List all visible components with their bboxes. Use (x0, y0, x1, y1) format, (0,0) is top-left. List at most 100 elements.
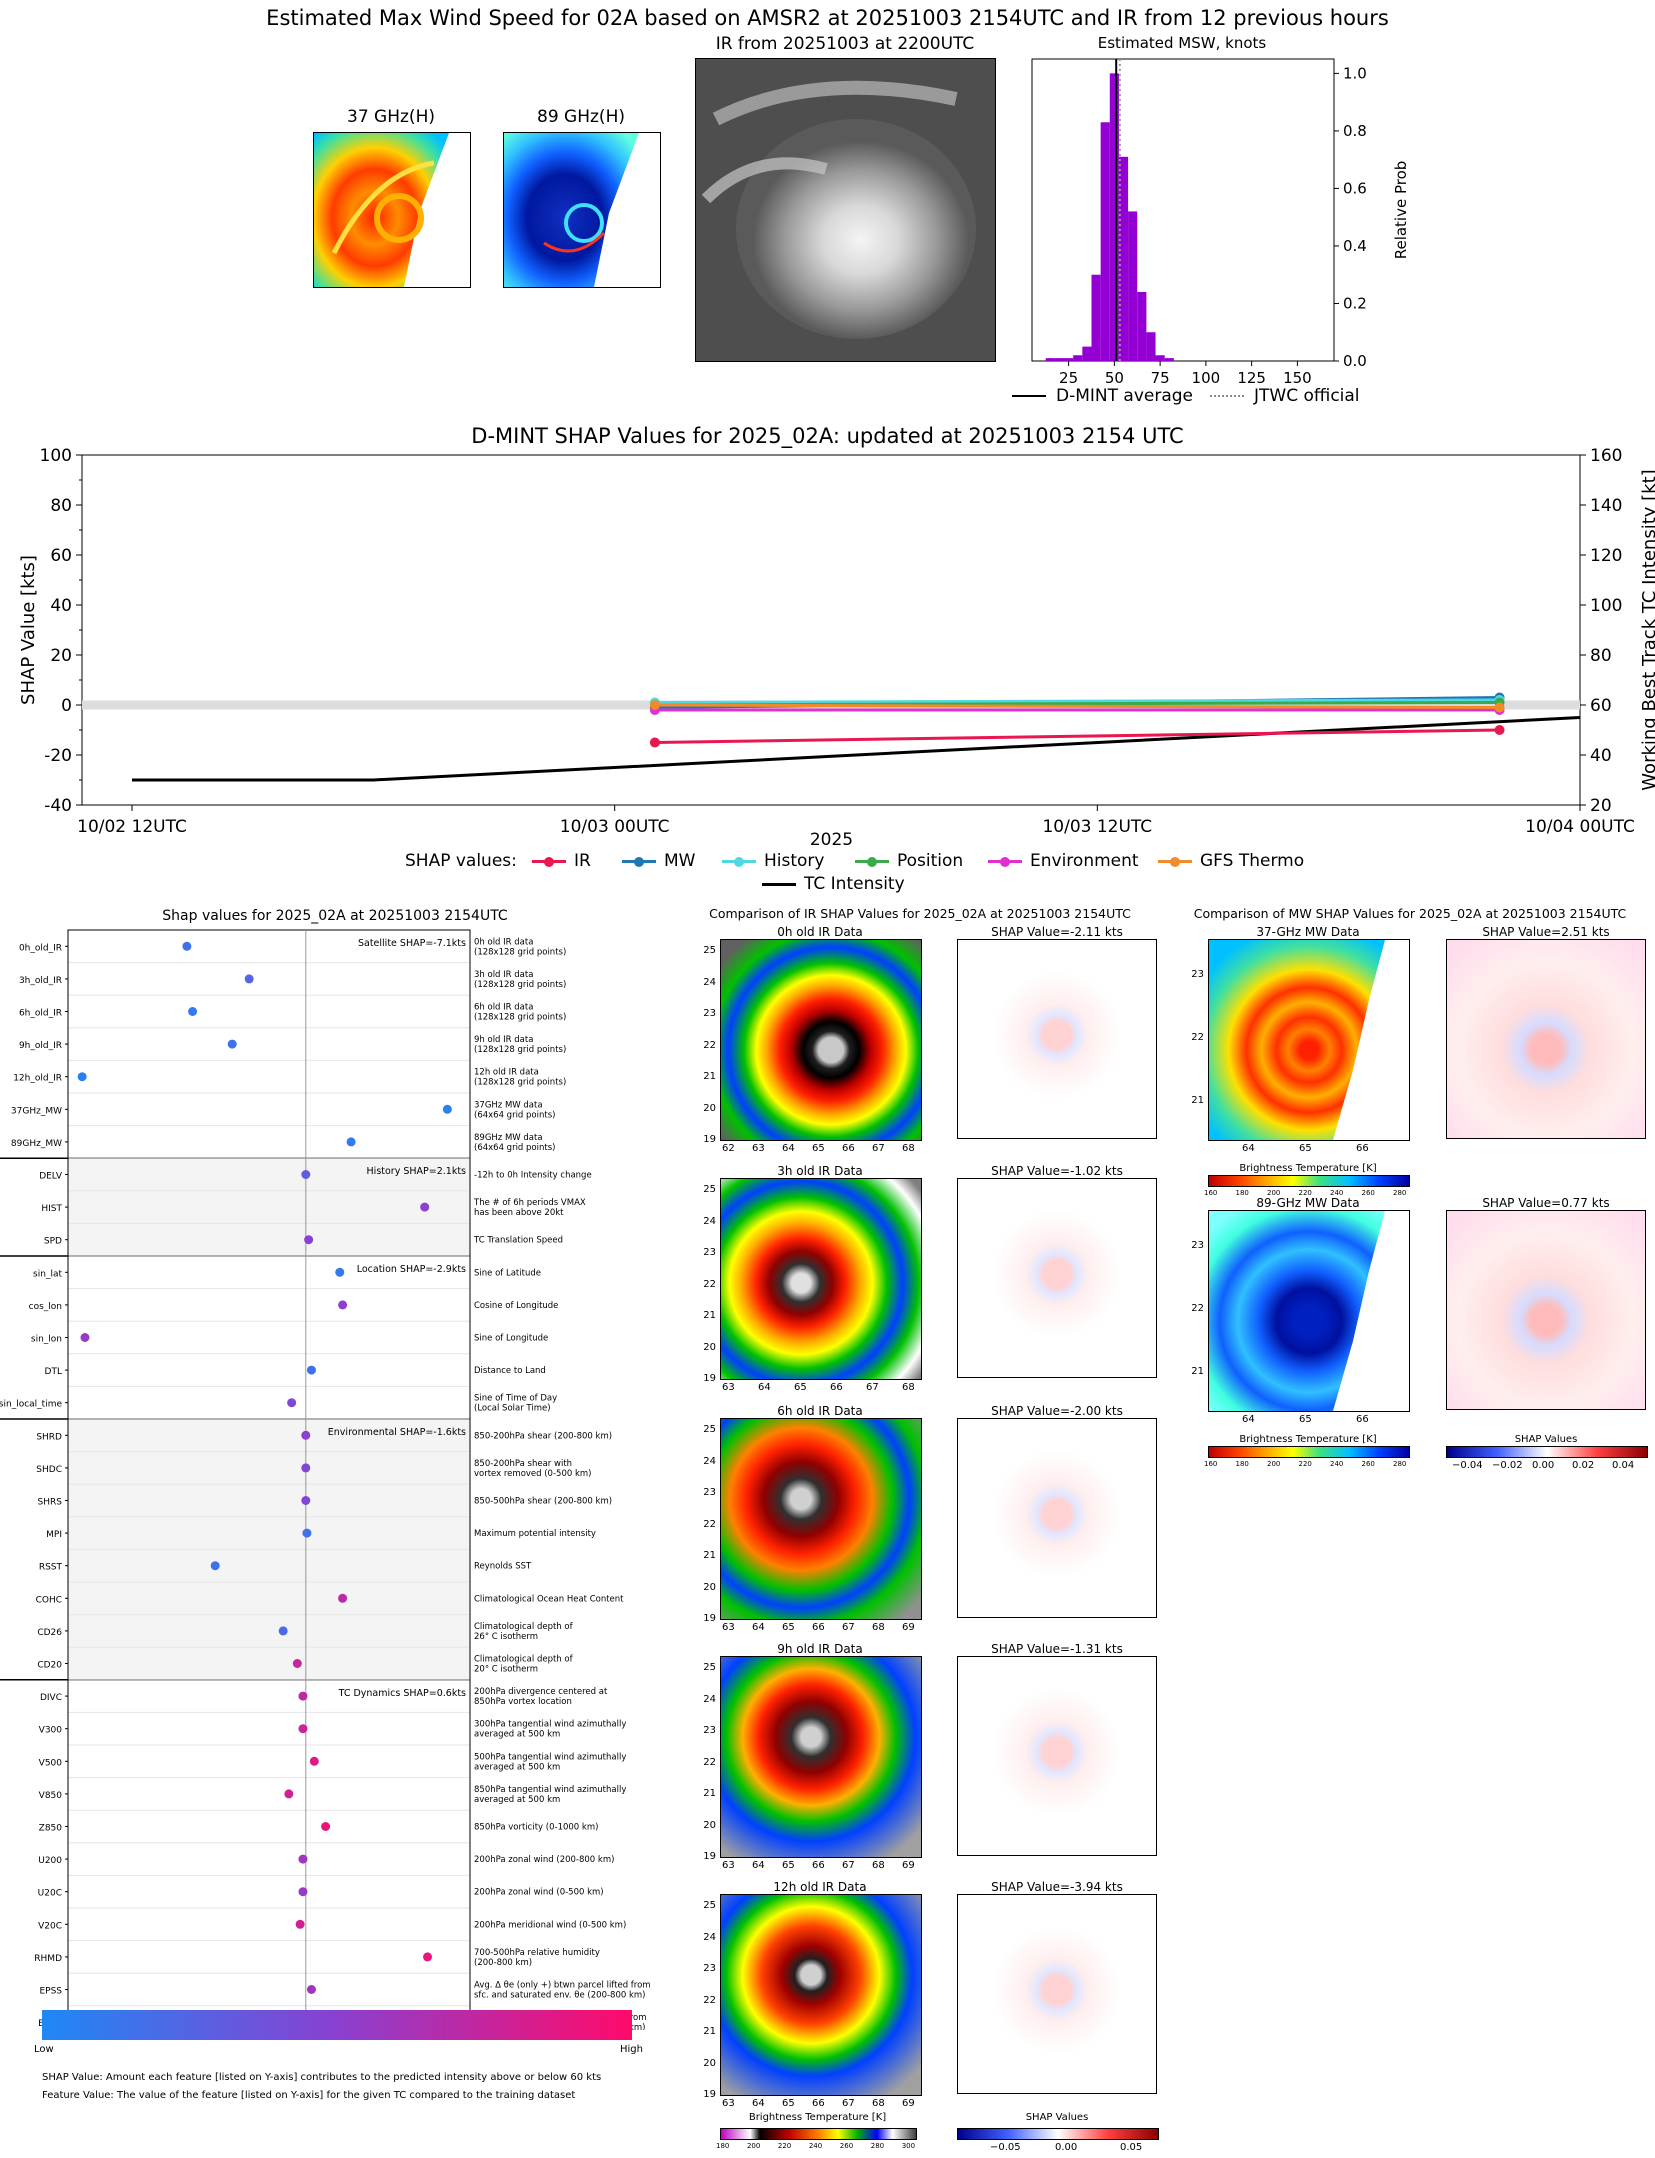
ts-ytick-left-label: 40 (50, 596, 72, 616)
panel-89-title: 89 GHz(H) (537, 107, 625, 127)
ir-xtick-label: 69 (902, 2098, 915, 2109)
feature-label: SHRD (36, 1432, 62, 1442)
series-point-gfs-thermo (1494, 702, 1505, 713)
ts-ytick-right-label: 140 (1590, 496, 1622, 516)
ir-xtick-label: 66 (812, 1622, 825, 1633)
mw-shap-colorbar-label: SHAP Values (1514, 1434, 1578, 1445)
mw37-thumbnail (313, 132, 471, 288)
ir-ytick-label: 24 (703, 1693, 716, 1705)
shap-time-chart: 100806040200-20-401601401201008060402010… (18, 446, 1655, 837)
ir-ytick-label: 25 (703, 945, 716, 956)
feature-label: 12h_old_IR (13, 1074, 62, 1084)
feature-description: Climatological depth of (474, 1655, 574, 1665)
msw-bar (1109, 73, 1119, 361)
msw-bar (1045, 358, 1055, 361)
feature-shap-dot (80, 1333, 90, 1342)
group-label: Satellite SHAP=-7.1kts (358, 938, 466, 949)
feature-label: CD20 (37, 1661, 62, 1671)
mw-bt-label: Brightness Temperature [K] (1239, 1434, 1377, 1445)
feature-description: 300hPa tangential wind azimuthally (474, 1720, 626, 1730)
msw-bar (1155, 355, 1165, 361)
feature-description: The # of 6h periods VMAX (473, 1198, 586, 1208)
mw-ytick-label: 22 (1191, 1032, 1204, 1043)
footnote-2: Feature Value: The value of the feature … (42, 2090, 576, 2101)
shap-time-title: D-MINT SHAP Values for 2025_02A: updated… (471, 424, 1184, 448)
feature-label: V20C (38, 1921, 62, 1931)
ts-ylabel-left: SHAP Value [kts] (18, 555, 39, 705)
mw-xtick-label: 64 (1242, 1414, 1255, 1425)
series-point-ir (1494, 725, 1505, 735)
feature-label: cos_lon (29, 1302, 62, 1312)
mw-panel-label: 37-GHz MW Data (1256, 925, 1360, 939)
ir-bt-tick: 260 (839, 2142, 854, 2150)
ir-shap-label: SHAP Values (1025, 2112, 1089, 2123)
feature-label: RSST (39, 1563, 63, 1573)
feature-description: 200hPa meridional wind (0-500 km) (474, 1920, 626, 1930)
mw-bt-tick: 280 (1393, 1460, 1407, 1468)
series-point-gfs-thermo (649, 700, 660, 710)
feature-shap-dot (227, 1039, 237, 1049)
feature-shap-dot (442, 1104, 452, 1114)
ir-shap-label: SHAP Value=-1.02 kts (991, 1164, 1123, 1178)
panel-37-title: 37 GHz(H) (347, 107, 435, 127)
ir-shap-label: SHAP Value=-2.00 kts (991, 1404, 1123, 1418)
ir-xtick-label: 65 (794, 1382, 807, 1393)
ts-ytick-left-label: 20 (50, 646, 72, 666)
legend-item-environment: Environment (988, 851, 1139, 871)
msw-ytick-label: 0.0 (1343, 352, 1367, 370)
ts-ylabel-right: Working Best Track TC Intensity [kt] (1639, 469, 1655, 790)
series-line-history (654, 698, 1500, 704)
mw-data-image (1208, 939, 1410, 1141)
ir-shap-image (957, 1178, 1157, 1378)
feature-description: averaged at 500 km (474, 1730, 560, 1740)
feature-shap-dot (335, 1267, 345, 1277)
mw-shap-label: SHAP Value=0.77 kts (1482, 1196, 1610, 1210)
ir-xtick-label: 63 (722, 2098, 735, 2109)
msw-xtick-label: 150 (1283, 369, 1312, 387)
feature-shap-dot (182, 941, 192, 951)
feature-label: 9h_old_IR (19, 1041, 62, 1051)
ir-ytick-label: 19 (703, 1134, 716, 1145)
mw-shap-image (1446, 939, 1646, 1139)
ir-ytick-label: 21 (703, 1788, 716, 1799)
ir-bt-tick: 300 (901, 2142, 916, 2150)
feature-shap-dot (301, 1496, 311, 1505)
feature-shap-dot (284, 1789, 294, 1799)
mw-bt-colorbar (1208, 1175, 1410, 1187)
feature-group-bg (68, 1679, 470, 2030)
ir-ytick-label: 24 (703, 976, 716, 988)
feature-shap-dot (244, 974, 254, 984)
feature-description: 0h old IR data (474, 937, 533, 947)
ir-xtick-label: 68 (902, 1382, 915, 1393)
mw-bt-tick: 260 (1361, 1189, 1375, 1197)
feature-shap-dot (301, 1430, 311, 1440)
ir-xtick-label: 64 (758, 1382, 771, 1393)
feature-shap-dot (302, 1528, 312, 1538)
ts-ytick-right-label: 60 (1590, 696, 1612, 716)
ir-xtick-label: 64 (752, 2098, 765, 2109)
msw-bar (1128, 211, 1138, 361)
mw-bt-tick: 180 (1235, 1460, 1249, 1468)
legend-item-gfs-thermo: GFS Thermo (1158, 851, 1304, 871)
ir-xtick-label: 69 (902, 1622, 915, 1633)
feature-description: Cosine of Longitude (474, 1301, 558, 1311)
feature-label: 6h_old_IR (19, 1009, 62, 1019)
feature-description: 20° C isotherm (474, 1665, 538, 1675)
group-label: TC Dynamics SHAP=0.6kts (338, 1688, 466, 1699)
msw-ytick-label: 1.0 (1343, 64, 1367, 82)
ir-xtick-label: 69 (902, 1860, 915, 1871)
series-point-ir (649, 737, 660, 748)
feature-description: 3h old IR data (474, 970, 533, 980)
feature-description: Reynolds SST (474, 1562, 532, 1572)
mw-shap-tick: −0.04 (1452, 1460, 1483, 1471)
msw-xtick-label: 75 (1151, 369, 1170, 387)
msw-xtick-label: 125 (1237, 369, 1266, 387)
feature-description: Sine of Time of Day (474, 1394, 557, 1404)
group-label: Location SHAP=-2.9kts (357, 1264, 466, 1275)
tc-intensity-line (132, 716, 1581, 782)
feature-shap-dot (188, 1007, 198, 1016)
ir-xtick-label: 64 (752, 1860, 765, 1871)
mw-bt-tick: 180 (1235, 1189, 1249, 1197)
mw-shap-tick: 0.00 (1532, 1460, 1555, 1471)
ir-xtick-label: 68 (872, 1622, 885, 1633)
